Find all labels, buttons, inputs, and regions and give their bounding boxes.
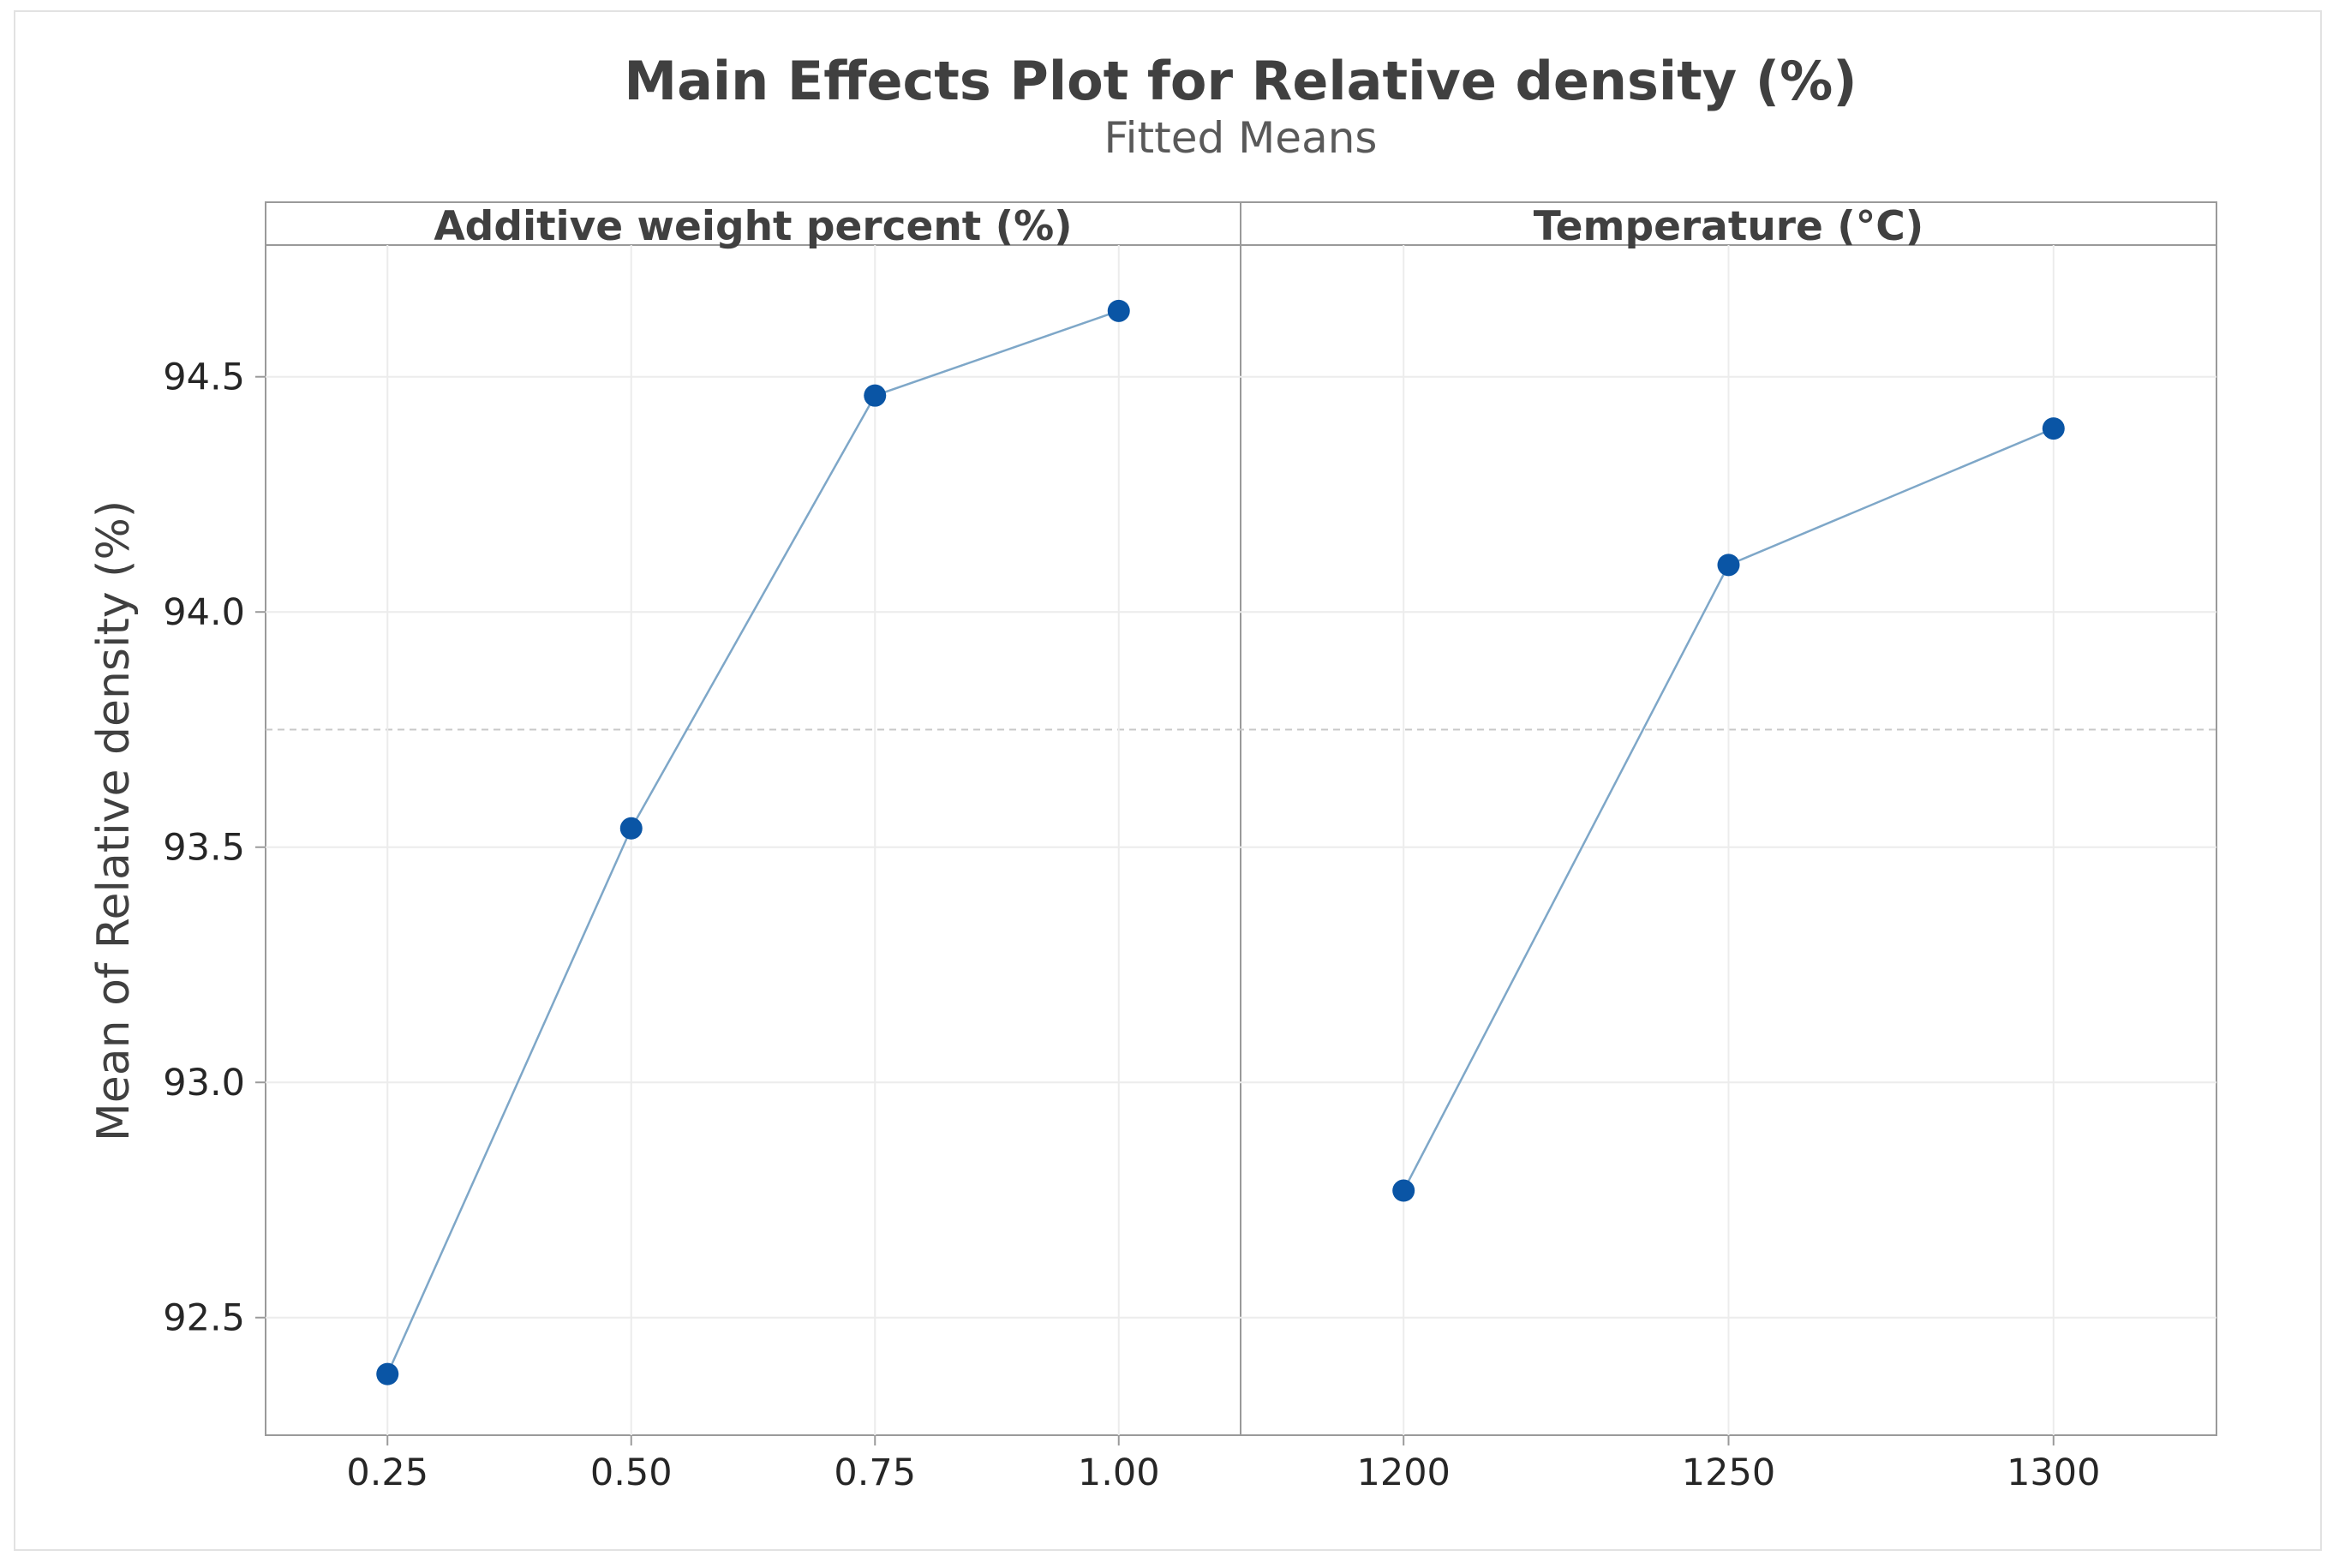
chart-subtitle: Fitted Means [1104,113,1378,163]
data-point [1392,1179,1415,1202]
x-tick-label: 1200 [1356,1451,1450,1494]
y-tick-label: 94.0 [163,591,245,634]
y-tick-label: 93.5 [163,827,245,870]
x-tick-label: 1250 [1682,1451,1775,1494]
x-tick-label: 1.00 [1078,1451,1160,1494]
data-point [619,817,643,840]
series-line [386,309,1120,1375]
y-tick-label: 94.5 [163,356,245,399]
panel-title: Temperature (°C) [1534,203,1923,250]
x-tick-label: 0.50 [590,1451,673,1494]
x-tick-label: 0.75 [834,1451,916,1494]
y-axis-label: Mean of Relative density (%) [88,500,140,1141]
y-tick-label: 92.5 [163,1297,245,1340]
x-tick-label: 0.25 [346,1451,428,1494]
x-tick-label: 1300 [2007,1451,2100,1494]
data-point [864,384,887,407]
data-point [1717,554,1740,577]
panel-title: Additive weight percent (%) [434,203,1072,250]
chart-title: Main Effects Plot for Relative density (… [624,50,1857,112]
data-point [376,1362,399,1385]
y-tick-label: 93.0 [163,1062,245,1104]
data-point [2042,417,2065,440]
data-point [1107,299,1130,322]
